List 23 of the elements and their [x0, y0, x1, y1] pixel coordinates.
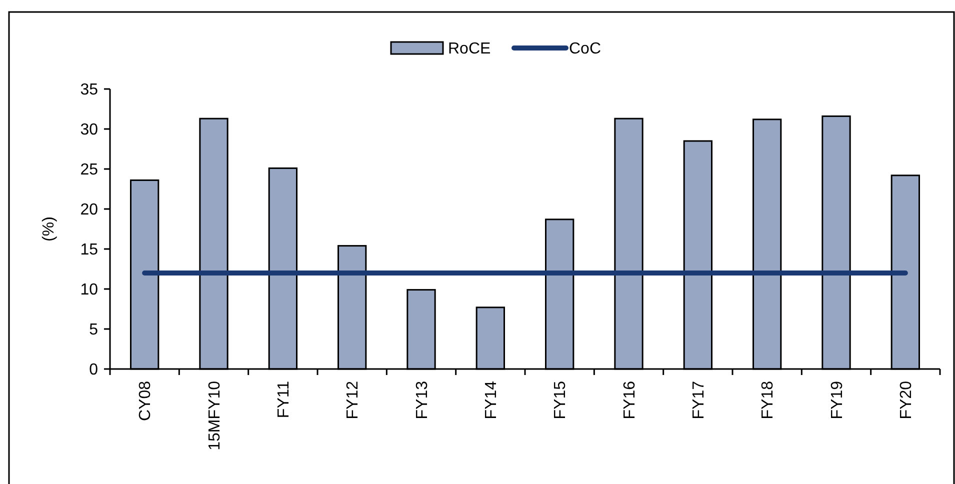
- x-tick-label: FY13: [414, 380, 431, 420]
- y-tick-label: 20: [80, 202, 98, 219]
- x-tick-label: FY12: [344, 380, 362, 420]
- x-tick-label: FY11: [276, 380, 293, 418]
- x-tick-label: FY15: [552, 380, 570, 420]
- x-tick-label: FY20: [898, 380, 916, 420]
- x-tick-label: FY19: [828, 380, 846, 420]
- y-tick-label: 10: [80, 282, 98, 299]
- y-tick-label: 0: [89, 362, 98, 379]
- y-tick-label: 15: [80, 242, 98, 259]
- y-tick-label: 35: [80, 82, 98, 99]
- y-axis-title: (%): [40, 216, 58, 242]
- x-tick-label: 15MFY10: [206, 380, 224, 450]
- x-tick-label: FY16: [621, 380, 638, 420]
- x-tick-label: FY18: [760, 380, 777, 420]
- y-tick-label: 5: [89, 322, 98, 339]
- x-tick-label: FY14: [483, 380, 500, 420]
- legend-label: RoCE: [448, 40, 491, 58]
- x-tick-label: FY17: [690, 380, 708, 420]
- x-tick-label: CY08: [137, 380, 154, 422]
- y-tick-label: 25: [80, 162, 98, 179]
- y-tick-label: 30: [80, 122, 98, 139]
- legend-label: CoC: [569, 40, 602, 58]
